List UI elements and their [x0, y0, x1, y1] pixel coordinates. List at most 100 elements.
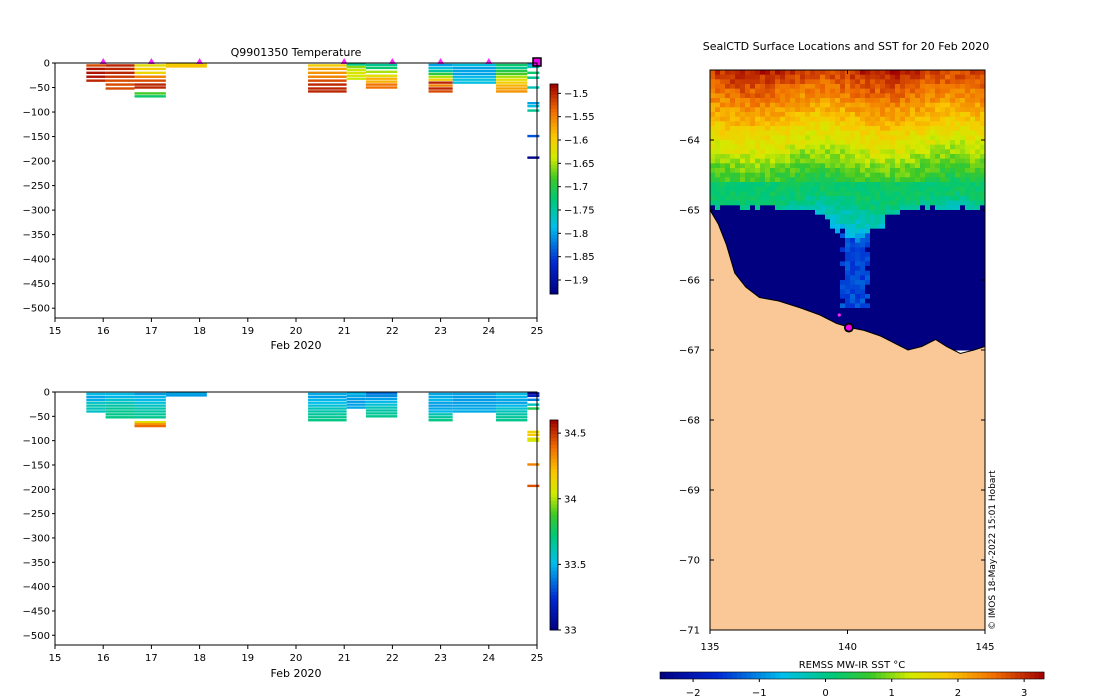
sst-cell — [755, 107, 761, 113]
sst-cell — [865, 172, 871, 178]
sst-cell — [870, 256, 876, 262]
sst-cell — [895, 149, 901, 155]
sst-cell — [750, 252, 756, 258]
sst-cell — [945, 168, 951, 174]
sst-cell — [720, 107, 726, 113]
sst-cell — [905, 210, 911, 216]
sst-cell — [920, 261, 926, 267]
sst-cell — [780, 205, 786, 211]
sst-cell — [870, 163, 876, 169]
sst-cell — [800, 158, 806, 164]
sst-cell — [835, 186, 841, 192]
sst-cell — [980, 163, 985, 169]
sst-cell — [895, 312, 901, 318]
sst-cell — [915, 224, 921, 230]
sst-cell — [835, 224, 841, 230]
profile-level-4-5 — [308, 407, 347, 410]
sst-cell — [915, 98, 921, 104]
sst-cell — [910, 112, 916, 118]
sst-cell — [885, 130, 891, 136]
sst-cell — [895, 158, 901, 164]
sst-cell — [930, 256, 936, 262]
colorbar-segment — [550, 623, 558, 627]
sst-cell — [885, 177, 891, 183]
profile-level-5-4 — [346, 403, 366, 406]
profile-level-7-2 — [428, 398, 453, 401]
sst-cell — [850, 233, 856, 239]
profile-level-9-3 — [496, 401, 528, 404]
sst-cell — [735, 172, 741, 178]
sst-cell — [805, 280, 811, 286]
sst-cell — [955, 345, 961, 351]
sst-cell — [875, 116, 881, 122]
sst-cell — [980, 186, 985, 192]
sst-cell — [935, 280, 941, 286]
sst-cell — [890, 284, 896, 290]
sst-cell — [925, 196, 931, 202]
sst-cell — [950, 205, 956, 211]
sst-cell — [795, 238, 801, 244]
profile-level-7-1 — [428, 395, 453, 399]
sst-cell — [725, 112, 731, 118]
sst-cell — [940, 74, 946, 80]
sst-cell — [720, 135, 726, 141]
sst-cell — [895, 70, 901, 76]
sst-cell — [745, 266, 751, 272]
sst-cell — [825, 182, 831, 188]
colorbar-segment — [550, 626, 558, 631]
sst-cell — [715, 205, 721, 211]
sst-cell — [855, 298, 861, 304]
sst-cell — [830, 298, 836, 304]
sst-cell — [885, 326, 891, 332]
sst-cell — [755, 130, 761, 136]
sst-cell — [810, 107, 816, 113]
sst-cell — [840, 140, 846, 146]
sst-cell — [825, 266, 831, 272]
sst-cell — [785, 93, 791, 99]
sst-cell — [730, 210, 736, 216]
sst-cell — [735, 191, 741, 197]
sst-cell — [940, 182, 946, 188]
sst-cell — [970, 345, 976, 351]
sst-cell — [865, 98, 871, 104]
sst-cell — [805, 233, 811, 239]
sst-cell — [930, 79, 936, 85]
sst-cell — [965, 336, 971, 342]
sst-cell — [760, 196, 766, 202]
sst-colorbar-segment — [794, 672, 800, 679]
sst-cell — [920, 214, 926, 220]
sst-cell — [970, 74, 976, 80]
sst-cell — [780, 219, 786, 225]
sst-cell — [855, 312, 861, 318]
sst-cell — [905, 294, 911, 300]
sst-cell — [760, 130, 766, 136]
sst-cell — [965, 247, 971, 253]
sst-cell — [830, 144, 836, 150]
sst-cell — [930, 228, 936, 234]
sst-colorbar-segment — [914, 672, 920, 679]
sst-cell — [895, 275, 901, 281]
sst-cell — [860, 70, 866, 76]
sst-cell — [900, 205, 906, 211]
sst-cell — [810, 238, 816, 244]
sst-cell — [835, 252, 841, 258]
sst-cell — [980, 312, 985, 318]
sst-cell — [720, 196, 726, 202]
sst-cell — [795, 140, 801, 146]
sst-cell — [960, 322, 966, 328]
sst-cell — [975, 112, 981, 118]
sst-cell — [835, 294, 841, 300]
sst-cell — [910, 266, 916, 272]
sst-cell — [960, 168, 966, 174]
sst-cell — [890, 200, 896, 206]
sst-cell — [785, 205, 791, 211]
sst-cell — [735, 205, 741, 211]
sst-cell — [880, 317, 886, 323]
sst-cell — [720, 219, 726, 225]
sst-cell — [940, 88, 946, 94]
sst-cell — [820, 224, 826, 230]
sst-cell — [865, 224, 871, 230]
sst-cell — [980, 308, 985, 314]
sst-cell — [935, 177, 941, 183]
sst-cell — [870, 149, 876, 155]
